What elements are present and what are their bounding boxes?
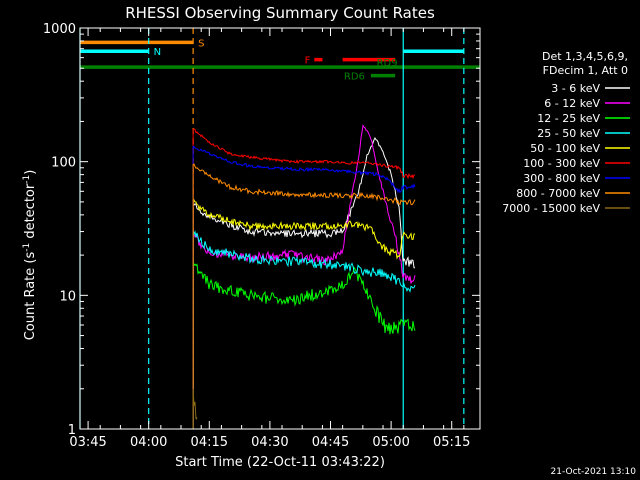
series-group	[192, 124, 416, 429]
legend-label: 12 - 25 keV	[537, 112, 600, 125]
series-line	[192, 388, 198, 429]
flag-label: N	[154, 47, 161, 58]
series-line	[192, 136, 416, 429]
flag-label: F	[305, 56, 311, 67]
y-tick-label: 1	[68, 423, 76, 438]
series-line	[192, 163, 416, 429]
flag-label: S	[198, 38, 204, 49]
timestamp-footer: 21-Oct-2021 13:10	[551, 467, 637, 477]
x-axis-label: Start Time (22-Oct-11 03:43:22)	[175, 455, 385, 470]
legend-label: 3 - 6 keV	[551, 82, 600, 95]
y-tick-label: 1000	[43, 22, 76, 37]
y-axis-label: Count Rate (s-1 detector-1)	[22, 170, 38, 341]
axis-ticks: 1 10 100 1000 03:45 04:00 04:15 04:30 04:45 05:00…	[43, 22, 480, 450]
x-tick-label: 05:15	[433, 435, 470, 450]
series-line	[192, 261, 416, 429]
chart-title: RHESSI Observing Summary Count Rates	[125, 4, 435, 22]
legend-label: 50 - 100 keV	[530, 142, 600, 155]
y-tick-label: 10	[59, 289, 76, 304]
x-tick-label: 05:00	[372, 435, 409, 450]
observing-flags: S N F RD9 RD6	[80, 38, 480, 83]
series-line	[192, 145, 416, 429]
legend-label: 300 - 800 keV	[523, 172, 600, 185]
legend-label: 7000 - 15000 keV	[502, 202, 600, 215]
x-tick-label: 03:45	[69, 435, 106, 450]
series-line	[192, 230, 416, 429]
flag-label: RD9	[377, 58, 398, 69]
y-tick-label: 100	[51, 156, 76, 171]
series-line	[192, 199, 416, 429]
flag-label: RD6	[344, 72, 365, 83]
x-tick-label: 04:00	[130, 435, 167, 450]
legend-header: Det 1,3,4,5,6,9,	[542, 50, 628, 63]
x-tick-label: 04:30	[251, 435, 288, 450]
x-tick-label: 04:45	[312, 435, 349, 450]
legend-label: 25 - 50 keV	[537, 127, 600, 140]
legend-label: 6 - 12 keV	[544, 97, 600, 110]
legend-label: 800 - 7000 keV	[516, 187, 600, 200]
x-tick-label: 04:15	[191, 435, 228, 450]
series-line	[192, 128, 416, 429]
legend: Det 1,3,4,5,6,9,FDecim 1, Att 0 3 - 6 keV…	[502, 50, 630, 215]
legend-header: FDecim 1, Att 0	[543, 64, 628, 77]
plot-frame	[79, 27, 481, 430]
legend-label: 100 - 300 keV	[523, 157, 600, 170]
